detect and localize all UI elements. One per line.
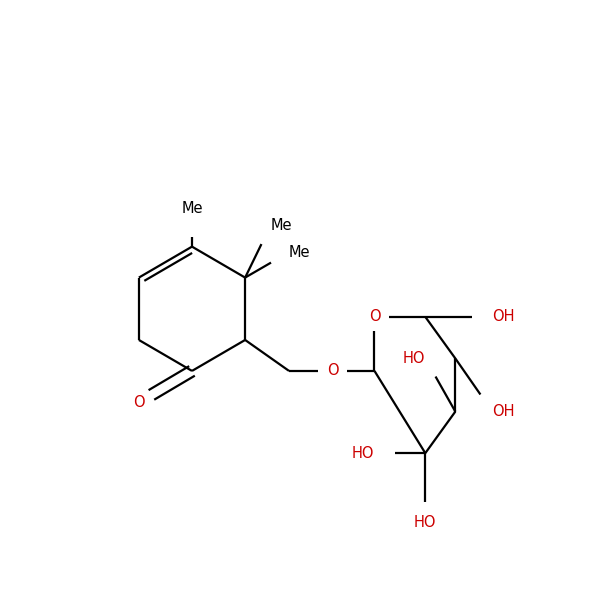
Text: OH: OH xyxy=(493,310,515,325)
Text: O: O xyxy=(133,395,145,410)
Text: O: O xyxy=(327,364,339,379)
Text: OH: OH xyxy=(493,404,515,419)
Text: O: O xyxy=(368,310,380,325)
Text: Me: Me xyxy=(271,218,292,233)
Text: HO: HO xyxy=(403,351,425,366)
Text: Me: Me xyxy=(181,201,203,216)
Text: HO: HO xyxy=(414,515,437,530)
Text: Me: Me xyxy=(289,245,311,260)
Text: HO: HO xyxy=(352,446,374,461)
